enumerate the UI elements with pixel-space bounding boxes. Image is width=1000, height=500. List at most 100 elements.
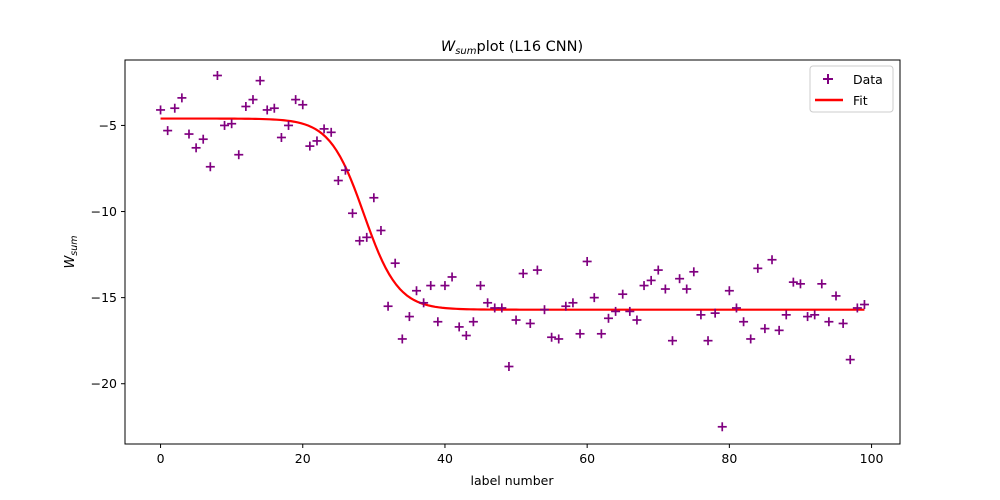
data-point <box>212 70 222 80</box>
data-point <box>326 127 336 137</box>
data-point <box>525 318 535 328</box>
data-point <box>248 95 258 105</box>
legend-label-data: Data <box>853 72 883 87</box>
data-point <box>305 141 315 151</box>
data-point <box>276 132 286 142</box>
data-point <box>639 281 649 291</box>
data-point <box>376 225 386 235</box>
y-axis-ticks: −5 −10 −15 −20 <box>91 118 125 391</box>
data-point <box>603 313 613 323</box>
data-point <box>355 236 365 246</box>
data-point <box>582 256 592 266</box>
data-point <box>589 293 599 303</box>
data-point <box>298 100 308 110</box>
data-point <box>419 298 429 308</box>
data-point <box>625 306 635 316</box>
data-point <box>319 124 329 134</box>
legend: Data Fit <box>809 65 894 113</box>
y-tick-label: −10 <box>91 204 117 219</box>
chart-title-sub: sum <box>455 46 477 57</box>
data-point <box>412 286 422 296</box>
data-point <box>504 362 514 372</box>
data-point <box>454 322 464 332</box>
data-point <box>774 325 784 335</box>
data-point <box>461 331 471 341</box>
data-point <box>803 312 813 322</box>
y-tick-label: −15 <box>91 290 117 305</box>
data-point <box>788 277 798 287</box>
data-point <box>845 355 855 365</box>
data-point <box>724 286 734 296</box>
data-point <box>269 103 279 113</box>
data-point <box>618 289 628 299</box>
data-point <box>348 208 358 218</box>
data-point <box>177 93 187 103</box>
data-point <box>731 303 741 313</box>
data-point <box>241 101 251 111</box>
data-point <box>184 129 194 139</box>
data-point <box>191 143 201 153</box>
x-axis-ticks: 0 20 40 60 80 100 <box>157 444 884 466</box>
chart-title: Wsumplot (L16 CNN) <box>441 39 583 57</box>
data-point <box>859 300 869 310</box>
data-point <box>767 255 777 265</box>
data-point <box>156 105 166 115</box>
data-point <box>383 301 393 311</box>
legend-marker-data <box>823 74 833 84</box>
data-point <box>646 275 656 285</box>
y-axis-label: Wsum <box>63 235 80 268</box>
data-point <box>717 422 727 432</box>
data-point <box>234 150 244 160</box>
data-point <box>468 317 478 327</box>
legend-label-fit: Fit <box>853 93 868 108</box>
data-point <box>369 193 379 203</box>
data-point <box>220 120 230 130</box>
y-axis-label-sub: sum <box>69 235 80 255</box>
data-point <box>483 298 493 308</box>
data-point <box>447 272 457 282</box>
data-point <box>404 312 414 322</box>
data-point <box>781 310 791 320</box>
data-point <box>667 336 677 346</box>
x-tick-label: 60 <box>579 451 595 466</box>
data-point <box>760 324 770 334</box>
data-point <box>561 301 571 311</box>
data-point <box>312 136 322 146</box>
x-tick-label: 80 <box>721 451 737 466</box>
data-point <box>568 298 578 308</box>
data-point <box>824 317 834 327</box>
plot-area <box>156 70 869 432</box>
data-point <box>476 281 486 291</box>
x-tick-label: 20 <box>295 451 311 466</box>
x-tick-label: 100 <box>860 451 884 466</box>
data-point <box>397 334 407 344</box>
data-point <box>575 329 585 339</box>
x-tick-label: 40 <box>437 451 453 466</box>
data-point <box>532 265 542 275</box>
data-point <box>689 267 699 277</box>
data-point <box>554 334 564 344</box>
data-point <box>596 329 606 339</box>
data-point <box>852 303 862 313</box>
data-point <box>340 165 350 175</box>
data-point <box>682 284 692 294</box>
data-point <box>198 134 208 144</box>
data-point <box>426 281 436 291</box>
data-point <box>497 303 507 313</box>
plot-frame <box>124 59 901 445</box>
data-point <box>539 305 549 315</box>
data-point <box>255 76 265 86</box>
data-point <box>632 315 642 325</box>
x-axis-label: label number <box>471 473 555 488</box>
fit-line <box>160 117 865 311</box>
chart-title-rest: plot (L16 CNN) <box>476 39 583 55</box>
data-point <box>746 334 756 344</box>
data-point <box>291 95 301 105</box>
data-point <box>810 310 820 320</box>
data-point <box>511 315 521 325</box>
data-point <box>547 332 557 342</box>
y-tick-label: −20 <box>91 376 117 391</box>
data-point <box>362 232 372 242</box>
data-point <box>795 279 805 289</box>
